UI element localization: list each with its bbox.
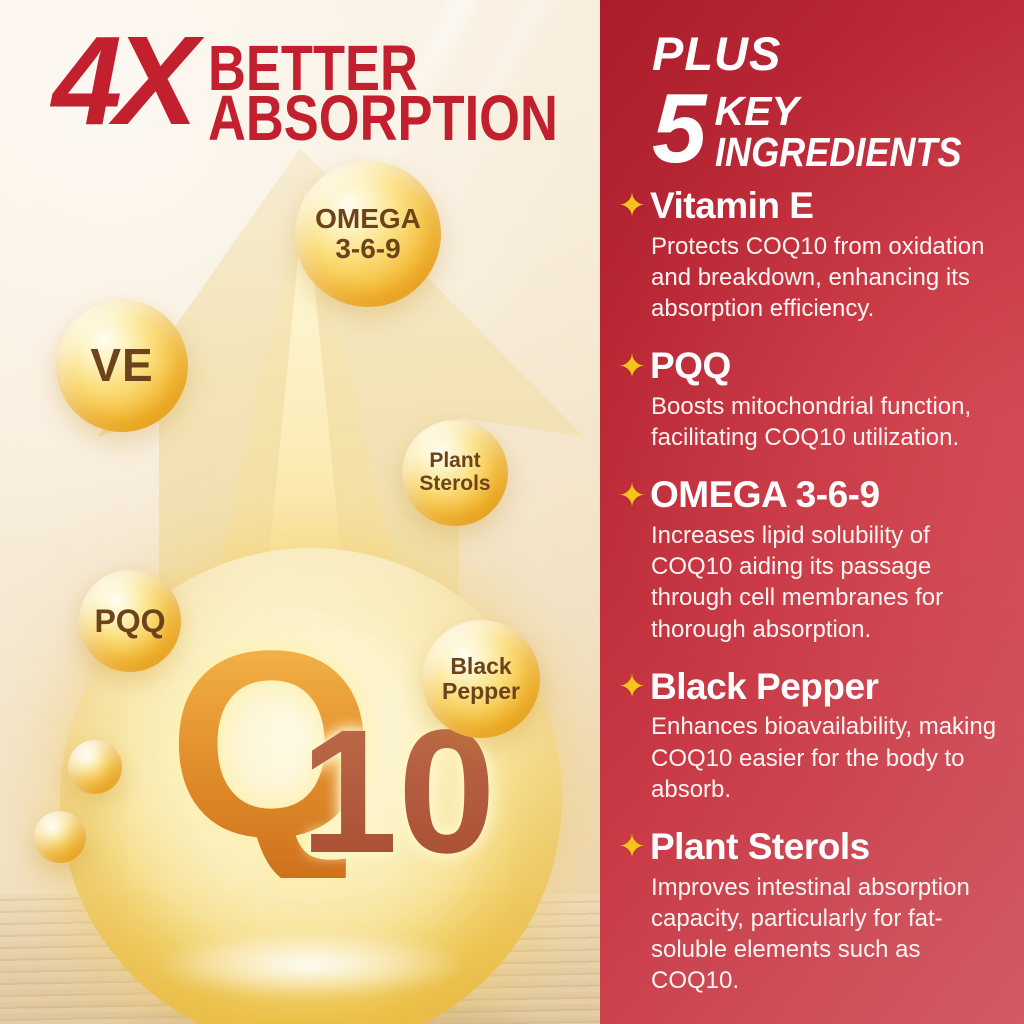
- section-title: Plant Sterols: [650, 826, 870, 867]
- sparkle-icon: ✦: [617, 667, 647, 708]
- decor-bubble: [68, 740, 122, 794]
- bubble-label: OMEGA: [315, 202, 421, 234]
- bubble-label: PQQ: [94, 602, 166, 639]
- section-description: Boosts mitochondrial function, facilitat…: [651, 392, 972, 452]
- sparkle-icon: ✦: [617, 186, 647, 227]
- headline-line2: ABSORPTION: [208, 81, 559, 154]
- decor-bubble: [34, 811, 86, 863]
- bubble-black-pepper: Black Pepper: [422, 620, 540, 738]
- section-description: Enhances bioavailability, making COQ10 e…: [651, 713, 997, 803]
- count-label: 5: [652, 73, 707, 183]
- bubble-label: Sterols: [419, 472, 491, 495]
- panel-header: PLUS 5 KEY INGREDIENTS: [652, 27, 995, 183]
- bubble-label: VE: [90, 339, 154, 392]
- bubble-label: 3-6-9: [335, 233, 401, 264]
- bubble-ve: VE: [56, 300, 188, 432]
- ingredients-panel: PLUS 5 KEY INGREDIENTS ✦ Vitamin E Prote…: [600, 0, 1024, 1024]
- bubble-label: Plant: [429, 449, 481, 473]
- section-description: Improves intestinal absorption capacity,…: [651, 873, 970, 995]
- headline-text: BETTER ABSORPTION: [208, 32, 559, 154]
- section-heading: ✦ Vitamin E: [614, 185, 1008, 227]
- section-plant-sterols: ✦ Plant Sterols Improves intestinal abso…: [614, 826, 1008, 996]
- five-key-row: 5 KEY INGREDIENTS: [652, 73, 995, 183]
- headline: 4X BETTER ABSORPTION: [52, 10, 600, 154]
- headline-multiplier: 4X: [52, 10, 198, 151]
- bubble-label: Pepper: [442, 678, 520, 704]
- absorption-scene: Q 10 OMEGA 3-6-9 VE Plant Sterols PQQ Bl…: [0, 0, 600, 1024]
- headline-line1: BETTER: [208, 32, 419, 104]
- ingredient-sections: ✦ Vitamin E Protects COQ10 from oxidatio…: [600, 185, 1024, 1018]
- section-title: OMEGA 3-6-9: [650, 474, 880, 516]
- bubble-omega-369: OMEGA 3-6-9: [295, 161, 441, 307]
- sparkle-icon: ✦: [617, 346, 647, 387]
- section-vitamin-e: ✦ Vitamin E Protects COQ10 from oxidatio…: [614, 185, 1008, 324]
- section-heading: ✦ Black Pepper: [614, 665, 1008, 708]
- section-pqq: ✦ PQQ Boosts mitochondrial function, fac…: [614, 346, 1008, 453]
- section-title: PQQ: [650, 345, 731, 387]
- key-ingredients-label: KEY INGREDIENTS: [715, 91, 995, 174]
- bubble-label: Black: [450, 653, 512, 680]
- key-label: KEY: [714, 88, 799, 134]
- section-title: Black Pepper: [650, 665, 879, 707]
- sparkle-icon: ✦: [617, 475, 647, 516]
- ingredients-label: INGREDIENTS: [714, 129, 962, 175]
- section-title: Vitamin E: [650, 185, 814, 226]
- section-description: Protects COQ10 from oxidation and breakd…: [651, 232, 985, 323]
- bubble-pqq: PQQ: [79, 570, 181, 672]
- bubble-plant-sterols: Plant Sterols: [402, 420, 508, 526]
- section-black-pepper: ✦ Black Pepper Enhances bioavailability,…: [614, 665, 1008, 805]
- section-heading: ✦ OMEGA 3-6-9: [614, 475, 1008, 516]
- section-description: Increases lipid solubility of COQ10 aidi…: [651, 522, 944, 643]
- section-heading: ✦ Plant Sterols: [614, 826, 1008, 868]
- section-omega-369: ✦ OMEGA 3-6-9 Increases lipid solubility…: [614, 475, 1008, 644]
- section-heading: ✦ PQQ: [614, 346, 1008, 387]
- sparkle-icon: ✦: [617, 827, 647, 868]
- sphere-bottom-glow: [150, 930, 470, 1000]
- q-letter: Q: [168, 596, 375, 893]
- plus-label: PLUS: [652, 27, 782, 80]
